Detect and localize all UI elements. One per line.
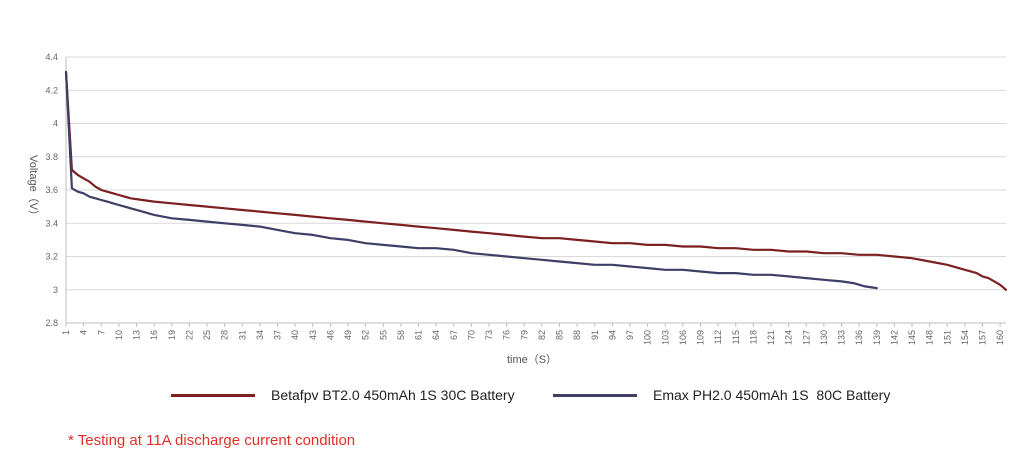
x-tick-label: 22 — [184, 330, 194, 340]
x-tick-label: 157 — [978, 330, 988, 345]
x-tick-label: 88 — [572, 330, 582, 340]
x-tick-label: 151 — [942, 330, 952, 345]
y-tick-label: 4.2 — [45, 85, 58, 95]
x-tick-label: 82 — [537, 330, 547, 340]
x-tick-label: 103 — [660, 330, 670, 345]
x-tick-label: 97 — [625, 330, 635, 340]
x-tick-label: 64 — [431, 330, 441, 340]
y-tick-label: 3.2 — [45, 252, 58, 262]
legend-swatch-emax — [553, 393, 637, 397]
x-tick-label: 94 — [607, 330, 617, 340]
x-tick-label: 145 — [907, 330, 917, 345]
axes — [65, 57, 1006, 327]
x-tick-label: 127 — [801, 330, 811, 345]
x-tick-label: 25 — [202, 330, 212, 340]
x-tick-label: 139 — [872, 330, 882, 345]
x-tick-label: 106 — [678, 330, 688, 345]
x-tick-label: 67 — [449, 330, 459, 340]
x-tick-label: 79 — [519, 330, 529, 340]
x-tick-label: 52 — [361, 330, 371, 340]
y-tick-label: 3.6 — [45, 185, 58, 195]
y-tick-label: 3 — [53, 285, 58, 295]
legend-label-betafpv: Betafpv BT2.0 450mAh 1S 30C Battery — [271, 387, 515, 403]
legend-item-emax: Emax PH2.0 450mAh 1S 80C Battery — [553, 384, 890, 406]
legend-swatch-betafpv — [171, 393, 255, 397]
x-tick-label: 121 — [766, 330, 776, 345]
y-axis-label: Voltage（V） — [27, 155, 40, 221]
x-tick-label: 46 — [325, 330, 335, 340]
series-line-betafpv — [64, 70, 1008, 291]
x-tick-label: 10 — [114, 330, 124, 340]
x-tick-label: 28 — [220, 330, 230, 340]
x-tick-label: 19 — [167, 330, 177, 340]
footnote: * Testing at 11A discharge current condi… — [68, 432, 356, 449]
legend-item-betafpv: Betafpv BT2.0 450mAh 1S 30C Battery — [171, 384, 515, 406]
x-tick-label: 154 — [960, 330, 970, 345]
y-tick-label: 3.4 — [45, 218, 58, 228]
discharge-chart: 2.8 3 3.2 3.4 3.6 3.8 4 4.2 4.4 1 4 7 10 13 16 19 22 25 2… — [27, 52, 1008, 366]
x-tick-label: 118 — [748, 330, 758, 344]
x-tick-label: 1 — [61, 330, 71, 335]
x-tick-label: 16 — [149, 330, 159, 340]
x-tick-label: 136 — [854, 330, 864, 345]
x-tick-label: 13 — [132, 330, 142, 340]
x-tick-label: 109 — [696, 330, 706, 345]
x-tick-label: 160 — [995, 330, 1005, 345]
x-tick-label: 100 — [643, 330, 653, 345]
x-tick-label: 85 — [555, 330, 565, 340]
y-tick-label: 4.4 — [45, 52, 58, 62]
x-tick-label: 58 — [396, 330, 406, 340]
x-tick-label: 43 — [308, 330, 318, 340]
x-axis-label: time（S） — [507, 353, 557, 366]
x-tick-label: 91 — [590, 330, 600, 340]
x-tick-label: 34 — [255, 330, 265, 340]
x-tick-label: 37 — [273, 330, 283, 340]
x-tick-label: 40 — [290, 330, 300, 340]
x-tick-label: 115 — [731, 330, 741, 344]
x-tick-label: 4 — [79, 330, 89, 335]
x-tick-label: 55 — [378, 330, 388, 340]
x-tick-label: 61 — [414, 330, 424, 340]
x-tick-label: 31 — [237, 330, 247, 340]
legend-label-emax: Emax PH2.0 450mAh 1S 80C Battery — [653, 387, 891, 403]
x-tick-label: 112 — [713, 330, 723, 344]
x-tick-label: 124 — [784, 330, 794, 345]
series-line-emax — [64, 70, 878, 290]
x-tick-label: 7 — [96, 330, 106, 335]
y-tick-label: 2.8 — [45, 318, 58, 328]
x-tick-label: 73 — [484, 330, 494, 340]
y-tick-label: 4 — [53, 119, 58, 129]
x-tick-label: 133 — [837, 330, 847, 345]
x-tick-labels: 1 4 7 10 13 16 19 22 25 28 31 34 37 40 43 46 49 52 55 58 61 6… — [61, 330, 1005, 345]
x-tick-label: 130 — [819, 330, 829, 345]
x-tick-label: 49 — [343, 330, 353, 340]
x-tick-label: 142 — [889, 330, 899, 345]
y-tick-labels: 2.8 3 3.2 3.4 3.6 3.8 4 4.2 4.4 — [45, 52, 58, 328]
x-tick-label: 148 — [925, 330, 935, 345]
y-tick-label: 3.8 — [45, 152, 58, 162]
series-lines — [64, 70, 1008, 291]
x-tick-label: 76 — [502, 330, 512, 340]
x-tick-label: 70 — [466, 330, 476, 340]
